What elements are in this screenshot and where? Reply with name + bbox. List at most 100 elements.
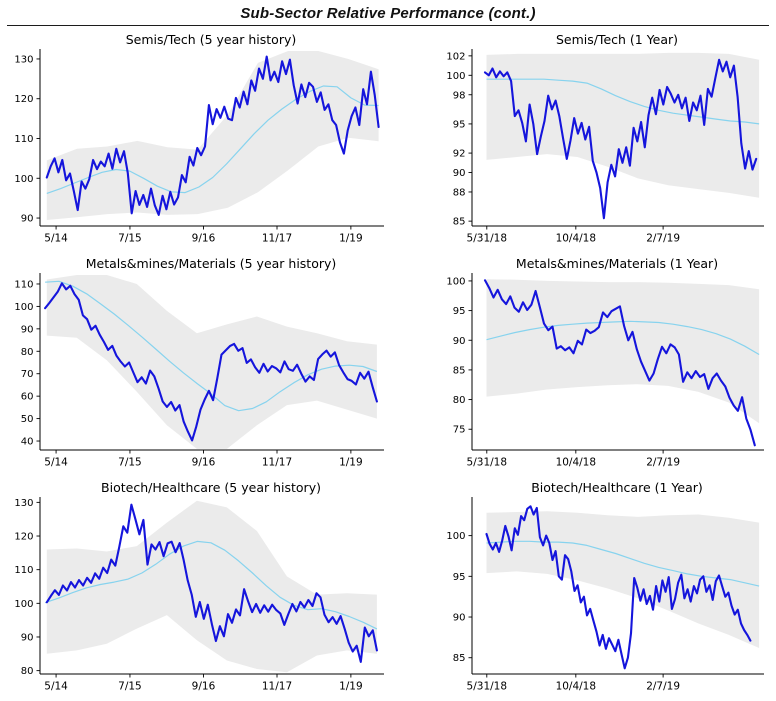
price-line xyxy=(485,505,752,670)
chart-canvas: 75 80 85 90 95 100 5/31/18 10/4/18 2/7/19 Metals&… xyxy=(446,256,764,469)
axes xyxy=(39,49,384,227)
chart-biotech-healthcare-1y: 85 90 95 100 5/31/18 10/4/18 2/7/19 Biotech/Hea… xyxy=(388,477,776,701)
moving-average-line xyxy=(486,78,760,125)
y-tick-label: 50 xyxy=(21,414,34,425)
y-tick-label: 90 xyxy=(453,336,466,347)
chart-metals-materials-1y: 75 80 85 90 95 100 5/31/18 10/4/18 2/7/19 Metals&… xyxy=(388,253,776,477)
chart-title: Metals&mines/Materials (5 year history) xyxy=(86,256,337,271)
volatility-band xyxy=(46,500,377,673)
x-tick-label: 10/4/18 xyxy=(556,457,596,469)
price-line xyxy=(45,503,378,663)
moving-average-line xyxy=(486,540,760,587)
x-tick-label: 5/31/18 xyxy=(467,681,507,693)
axes xyxy=(471,49,764,227)
y-tick-label: 100 xyxy=(446,71,465,82)
y-tick-label: 60 xyxy=(21,392,34,403)
y-tick-label: 85 xyxy=(453,365,466,376)
x-tick-label: 10/4/18 xyxy=(556,233,596,245)
x-tick-label: 5/31/18 xyxy=(467,233,507,245)
y-tick-label: 88 xyxy=(453,187,466,198)
chart-canvas: 40 50 60 70 80 90 100 110 5/14 7/15 9/16 11/17 1/19 M… xyxy=(14,256,384,469)
volatility-band xyxy=(486,511,760,648)
moving-average-line xyxy=(46,85,379,194)
x-tick-label: 9/16 xyxy=(192,681,216,693)
chart-title: Biotech/Healthcare (1 Year) xyxy=(531,480,703,495)
price-line xyxy=(483,279,756,447)
y-tick-label: 100 xyxy=(14,174,33,185)
x-tick-label: 7/15 xyxy=(118,457,142,469)
x-tick-label: 2/7/19 xyxy=(646,233,680,245)
y-tick-label: 80 xyxy=(21,347,34,358)
y-tick-label: 90 xyxy=(453,168,466,179)
y-tick-label: 92 xyxy=(453,149,466,160)
x-tick-label: 9/16 xyxy=(192,233,216,245)
y-tick-label: 90 xyxy=(453,613,466,624)
y-tick-label: 75 xyxy=(453,425,466,436)
title-divider xyxy=(7,25,769,26)
y-tick-label: 102 xyxy=(446,51,465,62)
volatility-band xyxy=(486,52,760,198)
x-tick-label: 5/14 xyxy=(44,457,68,469)
y-tick-label: 100 xyxy=(14,302,33,313)
y-tick-label: 100 xyxy=(14,599,33,610)
y-tick-label: 110 xyxy=(14,134,33,145)
chart-title: Biotech/Healthcare (5 year history) xyxy=(101,480,321,495)
chart-canvas: 80 90 100 110 120 130 5/14 7/15 9/16 11/17 1/19 Bio… xyxy=(14,480,384,693)
x-tick-label: 11/17 xyxy=(262,233,292,245)
y-tick-label: 130 xyxy=(14,498,33,509)
x-tick-label: 1/19 xyxy=(339,457,363,469)
y-tick-label: 70 xyxy=(21,369,34,380)
axes xyxy=(471,497,764,675)
volatility-band xyxy=(46,51,379,220)
y-tick-label: 98 xyxy=(453,90,466,101)
y-tick-label: 100 xyxy=(446,276,465,287)
y-tick-label: 85 xyxy=(453,653,466,664)
chart-title: Semis/Tech (1 Year) xyxy=(556,32,678,47)
chart-canvas: 85 88 90 92 95 98 100 102 5/31/18 10/4/18 2/7/19 Se… xyxy=(446,32,764,245)
volatility-band xyxy=(46,275,377,449)
y-tick-label: 40 xyxy=(21,437,34,448)
x-tick-label: 7/15 xyxy=(118,233,142,245)
y-tick-label: 85 xyxy=(453,217,466,228)
y-tick-label: 95 xyxy=(453,572,466,583)
y-tick-label: 80 xyxy=(21,666,34,677)
chart-title: Semis/Tech (5 year history) xyxy=(126,32,297,47)
chart-semis-tech-5y: 90 100 110 120 130 5/14 7/15 9/16 11/17 1/19 Semis… xyxy=(0,29,388,253)
moving-average-line xyxy=(44,540,378,630)
x-tick-label: 9/16 xyxy=(192,457,216,469)
report-header: Sub-Sector Relative Performance (cont.) xyxy=(0,0,776,29)
page-title: Sub-Sector Relative Performance (cont.) xyxy=(240,5,536,22)
y-tick-label: 130 xyxy=(14,54,33,65)
y-tick-label: 120 xyxy=(14,94,33,105)
y-tick-label: 90 xyxy=(21,632,34,643)
y-tick-label: 90 xyxy=(21,214,34,225)
x-tick-label: 5/14 xyxy=(44,681,68,693)
x-tick-label: 2/7/19 xyxy=(646,457,680,469)
x-tick-label: 11/17 xyxy=(262,457,292,469)
x-tick-label: 1/19 xyxy=(339,233,363,245)
chart-grid: 90 100 110 120 130 5/14 7/15 9/16 11/17 1/19 Semis… xyxy=(0,29,776,701)
x-tick-label: 5/31/18 xyxy=(467,457,507,469)
price-line xyxy=(44,282,378,442)
x-tick-label: 11/17 xyxy=(262,681,292,693)
axes xyxy=(471,273,764,451)
chart-metals-materials-5y: 40 50 60 70 80 90 100 110 5/14 7/15 9/16 11/17 1/19 M… xyxy=(0,253,388,477)
y-tick-label: 120 xyxy=(14,532,33,543)
x-tick-label: 1/19 xyxy=(339,681,363,693)
price-line xyxy=(483,58,758,220)
x-tick-label: 5/14 xyxy=(44,233,68,245)
y-tick-label: 100 xyxy=(446,531,465,542)
y-tick-label: 80 xyxy=(453,395,466,406)
chart-semis-tech-1y: 85 88 90 92 95 98 100 102 5/31/18 10/4/18 2/7/19 Se… xyxy=(388,29,776,253)
y-tick-label: 110 xyxy=(14,565,33,576)
y-tick-label: 95 xyxy=(453,119,466,130)
price-line xyxy=(45,55,380,216)
y-tick-label: 110 xyxy=(14,279,33,290)
y-tick-label: 95 xyxy=(453,306,466,317)
volatility-band xyxy=(486,279,760,424)
chart-canvas: 90 100 110 120 130 5/14 7/15 9/16 11/17 1/19 Semis… xyxy=(14,32,384,245)
x-tick-label: 2/7/19 xyxy=(646,681,680,693)
axes xyxy=(39,273,384,451)
axes xyxy=(39,497,384,675)
x-tick-label: 10/4/18 xyxy=(556,681,596,693)
